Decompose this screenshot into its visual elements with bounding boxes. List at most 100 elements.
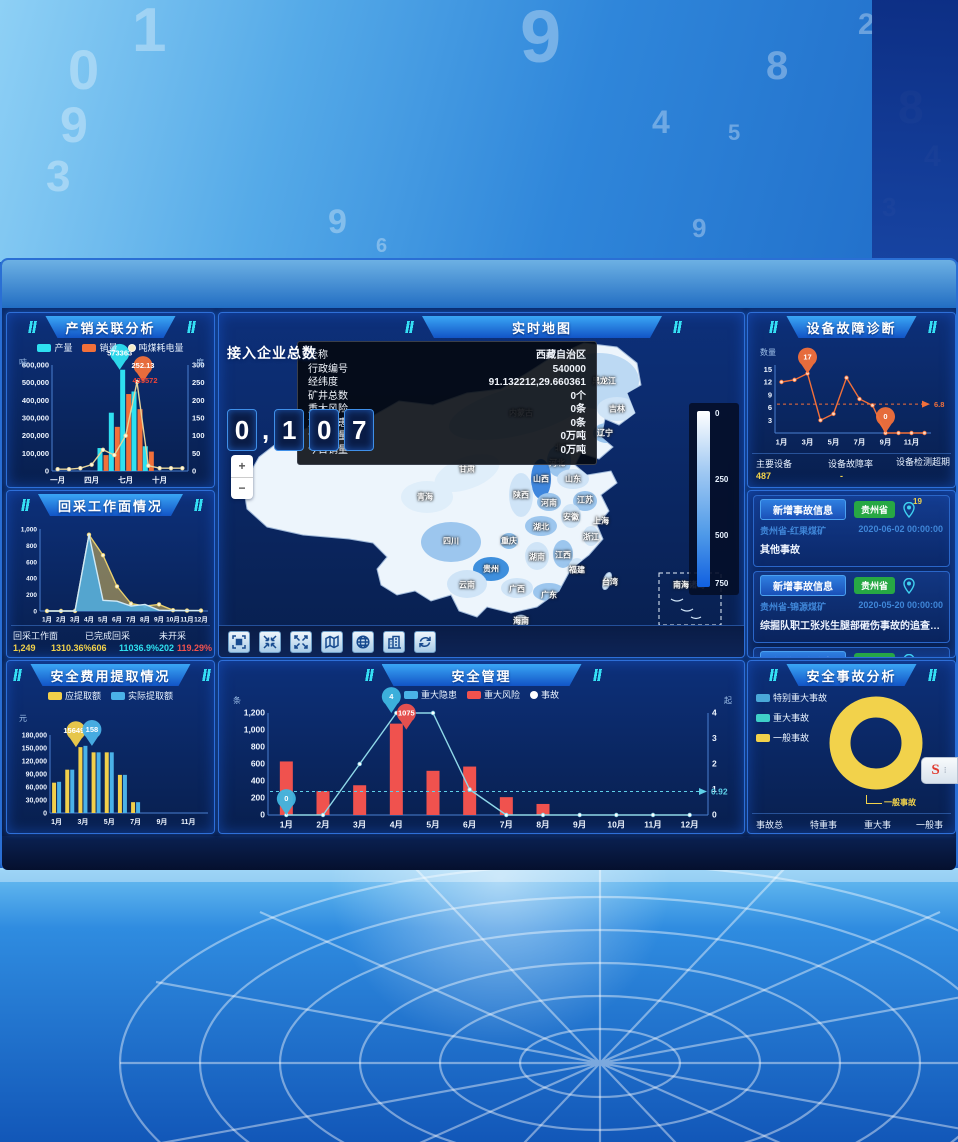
- legend-dot-swatch: [127, 343, 136, 352]
- svg-text:0: 0: [45, 467, 49, 476]
- donut-callout-label: 一般事故: [884, 798, 916, 807]
- svg-text:30,000: 30,000: [26, 798, 48, 805]
- svg-text:600: 600: [251, 759, 265, 769]
- collapse-icon[interactable]: [259, 630, 281, 653]
- legend-item[interactable]: 重大风险: [466, 688, 520, 701]
- stat-label: 主要设备: [756, 459, 793, 469]
- svg-text:252.13: 252.13: [132, 361, 155, 370]
- region-badge[interactable]: 贵州省: [854, 653, 896, 657]
- svg-text:156497: 156497: [63, 726, 88, 735]
- legend-swatch: [82, 343, 97, 352]
- svg-text:1月: 1月: [51, 818, 62, 826]
- svg-text:4: 4: [712, 708, 717, 718]
- svg-text:100: 100: [192, 431, 205, 440]
- legend-item[interactable]: 销量: [82, 341, 118, 354]
- zoom-in-button[interactable]: +: [231, 455, 253, 478]
- stat-label: 设备检测超期: [896, 457, 951, 467]
- refresh-icon[interactable]: [414, 630, 436, 653]
- svg-text:300: 300: [192, 361, 205, 370]
- svg-text:12: 12: [764, 378, 772, 387]
- legend-item[interactable]: 特别重大事故: [756, 691, 827, 704]
- legend-item[interactable]: 应提取额: [47, 689, 101, 702]
- panel-title: 安全事故分析: [806, 668, 897, 684]
- svg-text:11月: 11月: [181, 818, 195, 826]
- svg-text:0: 0: [712, 810, 717, 820]
- svg-text:11月: 11月: [180, 616, 193, 624]
- legend-item[interactable]: 事故: [530, 688, 559, 701]
- counter-comma: ,: [262, 414, 270, 445]
- svg-text:435572: 435572: [132, 376, 157, 385]
- svg-text:200: 200: [192, 396, 205, 405]
- legend-item[interactable]: 实际提取额: [111, 689, 173, 702]
- svg-text:1: 1: [712, 784, 717, 794]
- expand-icon[interactable]: [290, 630, 312, 653]
- svg-text:6: 6: [768, 403, 772, 412]
- legend-swatch: [756, 733, 770, 742]
- legend-item[interactable]: 产量: [37, 341, 72, 354]
- new-accident-button[interactable]: 新增事故信息: [760, 499, 846, 520]
- total-enterprises-label: 接入企业总数: [227, 345, 317, 361]
- svg-text:3月: 3月: [802, 438, 814, 447]
- svg-text:5月: 5月: [828, 438, 840, 447]
- svg-text:0: 0: [43, 811, 47, 818]
- location-pin-icon: [903, 577, 915, 594]
- svg-text:3月: 3月: [77, 818, 88, 826]
- legend-item[interactable]: 重大隐患: [403, 688, 457, 701]
- svg-text:十月: 十月: [152, 475, 167, 485]
- svg-text:2月: 2月: [56, 616, 66, 624]
- accident-item[interactable]: 新增事故信息 贵州省: [753, 647, 950, 657]
- scale-tick: 250: [715, 475, 729, 484]
- map-toolbar: [219, 625, 744, 657]
- total-enterprises-counter: 0 , 1 0 7: [227, 409, 375, 451]
- svg-text:15: 15: [764, 365, 772, 374]
- panel-prod-sales: 产销关联分析 产量 销量 吨煤耗电量 吨 度 0 100,000 200,000 30…: [6, 312, 215, 488]
- axis-unit-right: 起: [724, 696, 732, 705]
- location-pin-icon: [903, 653, 915, 657]
- legend-item[interactable]: 重大事故: [756, 711, 827, 724]
- stat-value: 119.29%: [177, 643, 213, 653]
- map-layers-icon[interactable]: [321, 630, 343, 653]
- background-digit: 2: [858, 8, 875, 41]
- counter-digit: 1: [274, 409, 305, 451]
- new-accident-button[interactable]: 新增事故信息: [760, 651, 846, 657]
- svg-text:8月: 8月: [536, 820, 549, 830]
- legend-item[interactable]: 一般事故: [756, 731, 827, 744]
- svg-text:6月: 6月: [463, 820, 476, 830]
- equipment-fault-chart: 3 6 9 12 15 1月 3月 5月 7月 9月 11月 6.8 17 0: [764, 347, 944, 447]
- building-icon[interactable]: [383, 630, 405, 653]
- background-digit: 9: [60, 97, 88, 153]
- svg-text:0: 0: [192, 467, 196, 476]
- scale-tick: 750: [715, 579, 729, 588]
- floating-widget[interactable]: S ⁝: [921, 757, 958, 784]
- axis-unit: 元: [19, 714, 27, 723]
- new-accident-button[interactable]: 新增事故信息: [760, 575, 846, 596]
- globe-icon[interactable]: [352, 630, 374, 653]
- accident-item[interactable]: 新增事故信息 贵州省 19 贵州省-红果煤矿 2020-06-02 00:00:0…: [753, 495, 950, 567]
- background-digit: 9: [692, 213, 707, 243]
- counter-digit: 7: [344, 409, 375, 451]
- region-badge[interactable]: 贵州省: [854, 501, 896, 518]
- zoom-out-button[interactable]: −: [231, 478, 253, 500]
- svg-text:0: 0: [883, 412, 887, 421]
- accident-item[interactable]: 新增事故信息 贵州省 贵州省-锦源煤矿 2020-05-20 00:00:00 综…: [753, 571, 950, 643]
- donut-callout-line: [866, 795, 882, 804]
- fullscreen-icon[interactable]: [228, 630, 250, 653]
- stat-label: 已完成回采: [85, 631, 131, 641]
- svg-text:10月: 10月: [607, 820, 625, 830]
- legend-swatch: [47, 691, 62, 700]
- region-badge[interactable]: 贵州省: [854, 577, 896, 594]
- legend-swatch: [756, 713, 770, 722]
- svg-text:300,000: 300,000: [22, 414, 49, 423]
- svg-text:150: 150: [192, 414, 205, 423]
- panel-equipment-fault: 设备故障诊断 数量 3 6 9 12 15 1月 3月 5月 7月 9月 11月 6.8 17 0 主要设…: [747, 312, 956, 488]
- legend-item[interactable]: 吨煤耗电量: [127, 341, 184, 354]
- background-digit: 0: [68, 38, 100, 101]
- svg-text:60,000: 60,000: [26, 785, 48, 792]
- svg-text:12月: 12月: [681, 820, 699, 830]
- svg-text:200: 200: [26, 592, 37, 599]
- legend-swatch: [111, 691, 125, 700]
- accident-mine-name: 贵州省-锦源煤矿: [760, 602, 826, 612]
- svg-text:0.92: 0.92: [711, 787, 728, 797]
- background-digit: 1: [132, 0, 167, 65]
